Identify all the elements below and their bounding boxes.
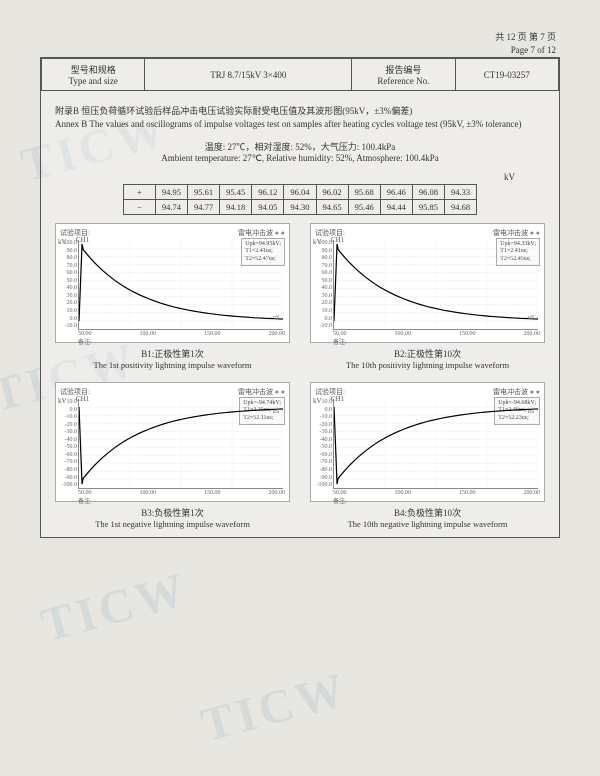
chart-B1: 试验项目:雷电冲击波 ● ●kVCH1Upk=94.95kV;T1=2.41us…: [55, 223, 290, 370]
svg-text:uS: uS: [528, 409, 534, 415]
chart-B3: 试验项目:雷电冲击波 ● ●kVCH1Upk=-94.74kV;T1=2.35u…: [55, 382, 290, 529]
chart-caption-cn: B2:正极性第10次: [310, 347, 545, 360]
chart-caption-en: The 1st negative lightning impulse wavef…: [55, 519, 290, 529]
row-sign: −: [123, 200, 155, 215]
charts-grid: 试验项目:雷电冲击波 ● ●kVCH1Upk=94.95kV;T1=2.41us…: [55, 223, 545, 529]
chart-caption-en: The 10th negative lightning impulse wave…: [310, 519, 545, 529]
ambient-en: Ambient temperature: 27℃, Relative humid…: [55, 153, 545, 164]
watermark: TICW: [35, 562, 194, 654]
svg-text:uS: uS: [528, 315, 534, 321]
table-row-plus: + 94.95 95.61 95.45 96.12 96.04 96.02 95…: [123, 185, 476, 200]
svg-text:uS: uS: [273, 315, 279, 321]
annex-cn: 附录B 恒压负荷循环试验后样品冲击电压试验实际耐受电压值及其波形图(95kV，±…: [55, 105, 545, 118]
chart-B4: 试验项目:雷电冲击波 ● ●kVCH1Upk=-94.68kV;T1=2.46u…: [310, 382, 545, 529]
table-row-minus: − 94.74 94.77 94.18 94.05 94.30 94.65 95…: [123, 200, 476, 215]
chart-caption-en: The 1st positivity lightning impulse wav…: [55, 360, 290, 370]
annex-en: Annex B The values and oscillograms of i…: [55, 118, 545, 131]
page-number-en: Page 7 of 12: [40, 45, 560, 55]
type-label-cn: 型号和规格: [48, 63, 138, 76]
ref-value: CT19-03257: [455, 59, 558, 91]
data-table: + 94.95 95.61 95.45 96.12 96.04 96.02 95…: [123, 184, 477, 215]
row-sign: +: [123, 185, 155, 200]
chart-B2: 试验项目:雷电冲击波 ● ●kVCH1Upk=94.33kV;T1=2.41us…: [310, 223, 545, 370]
watermark: TICW: [195, 662, 354, 754]
chart-caption-cn: B4:负极性第10次: [310, 506, 545, 519]
ambient-cn: 温度: 27℃，相对湿度: 52%，大气压力: 100.4kPa: [55, 140, 545, 153]
ref-label-cn: 报告编号: [358, 63, 448, 76]
ref-label-en: Reference No.: [358, 76, 448, 86]
chart-caption-cn: B3:负极性第1次: [55, 506, 290, 519]
chart-caption-cn: B1:正极性第1次: [55, 347, 290, 360]
type-value: TRJ 8.7/15kV 3×400: [145, 59, 352, 91]
svg-text:uS: uS: [273, 409, 279, 415]
chart-caption-en: The 10th positivity lightning impulse wa…: [310, 360, 545, 370]
page-number-cn: 共 12 页 第 7 页: [40, 30, 560, 43]
type-label-en: Type and size: [48, 76, 138, 86]
page-frame: 型号和规格 Type and size TRJ 8.7/15kV 3×400 报…: [40, 57, 560, 538]
header-table: 型号和规格 Type and size TRJ 8.7/15kV 3×400 报…: [41, 58, 559, 91]
unit-label: kV: [55, 172, 545, 182]
